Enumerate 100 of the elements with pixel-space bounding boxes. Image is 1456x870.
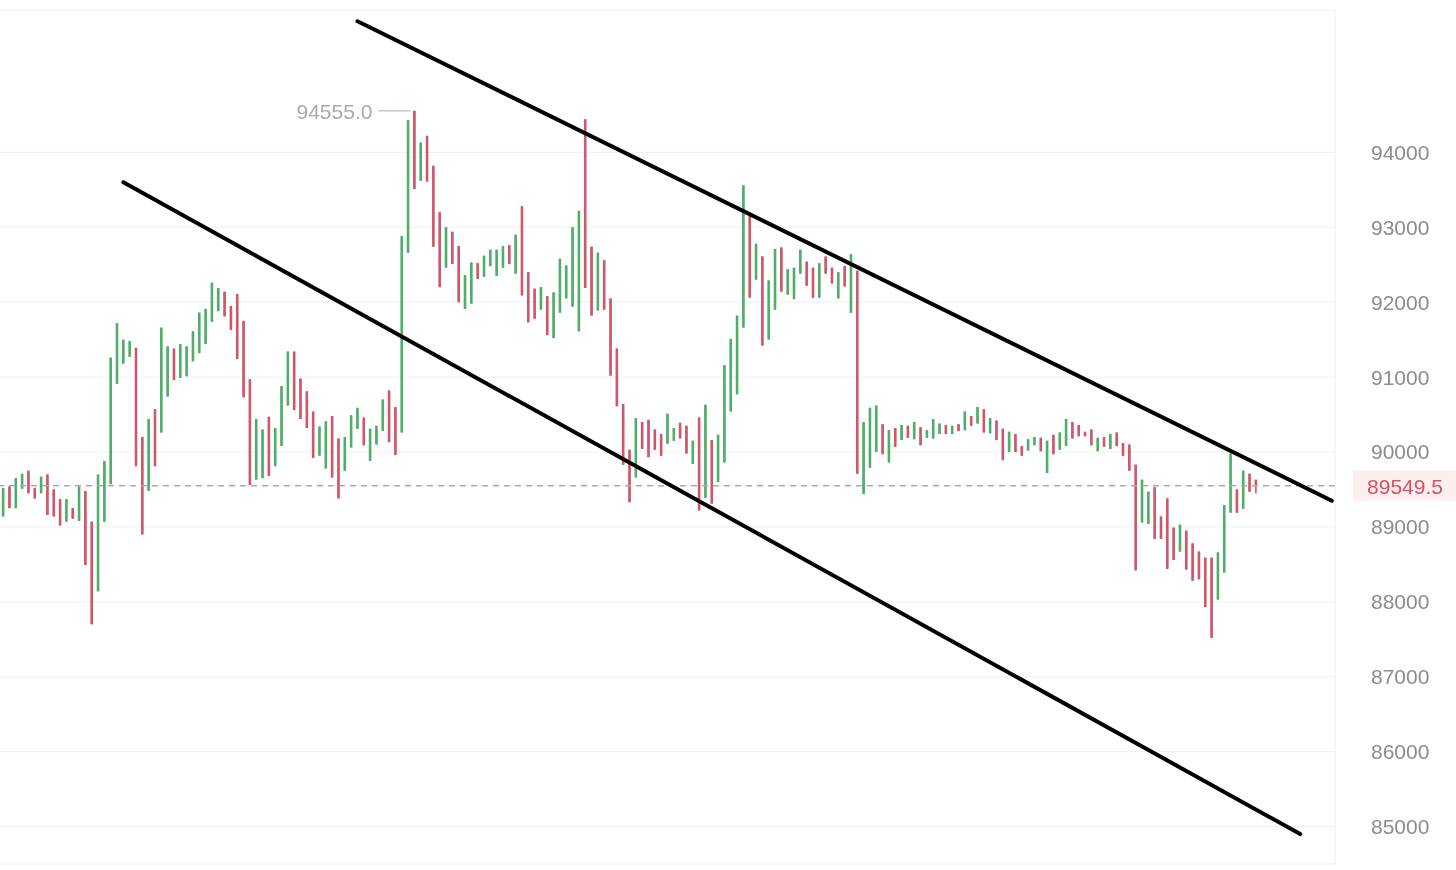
candlestick <box>628 448 631 503</box>
candlestick <box>419 141 423 182</box>
candlestick <box>552 291 555 339</box>
candlestick <box>8 485 11 509</box>
candlestick <box>957 423 960 432</box>
candlestick <box>476 262 479 280</box>
y-tick-label: 88000 <box>1371 590 1430 614</box>
candlestick <box>1090 428 1093 447</box>
candlestick <box>805 260 808 287</box>
candlestick <box>824 255 827 275</box>
candlestick <box>457 245 460 303</box>
candlestick <box>84 490 87 566</box>
candlestick <box>761 255 764 347</box>
candlestick <box>27 469 30 494</box>
candlestick <box>1128 443 1131 472</box>
candlestick <box>65 498 68 523</box>
candlestick <box>647 418 650 459</box>
candlestick <box>590 245 593 317</box>
candlestick <box>147 418 150 492</box>
candlestick <box>280 385 283 447</box>
candlestick <box>438 211 441 288</box>
candlestick <box>1071 421 1074 440</box>
candlestick <box>128 340 131 358</box>
candlestick <box>780 246 783 293</box>
candlestick <box>1109 433 1112 450</box>
candlestick <box>261 428 264 479</box>
candlestick <box>799 248 802 275</box>
candlestick <box>103 460 106 523</box>
candlestick <box>185 345 188 378</box>
candlestick <box>995 419 998 441</box>
candlestick <box>938 422 941 435</box>
candlestick <box>767 279 770 341</box>
candlestick <box>742 184 745 329</box>
candlestick <box>1134 463 1137 572</box>
candlestick <box>375 424 378 446</box>
candlestick <box>337 437 340 500</box>
candlestick <box>1014 433 1017 453</box>
candlestick <box>571 226 574 308</box>
candlestick <box>1172 526 1175 561</box>
candlestick <box>514 233 517 275</box>
candlestick <box>723 364 726 464</box>
y-tick-label: 93000 <box>1371 215 1430 239</box>
candlestick <box>160 326 163 434</box>
candlestick <box>178 343 182 379</box>
candlestick <box>1229 452 1232 514</box>
candlestick <box>413 109 416 190</box>
candlestick <box>223 290 226 318</box>
candlestick <box>900 424 903 441</box>
candlestick <box>141 436 144 536</box>
candlestick <box>432 165 435 248</box>
candlestick <box>919 426 922 447</box>
y-tick-label: 89000 <box>1371 515 1430 539</box>
candlestick <box>1033 436 1036 447</box>
candlestick <box>1166 497 1169 570</box>
candlestick <box>666 412 669 445</box>
candlestick <box>1210 556 1213 639</box>
candlestick <box>533 287 536 320</box>
candlestick <box>818 262 821 299</box>
y-tick-label: 86000 <box>1371 740 1430 764</box>
candlestick <box>862 421 865 495</box>
candlestick <box>837 271 840 300</box>
candlestick <box>843 265 846 288</box>
candlestick <box>90 520 94 626</box>
candlestick <box>1052 433 1055 456</box>
candlestick <box>1184 529 1188 571</box>
y-tick-label: 94000 <box>1371 140 1430 164</box>
candlestick <box>1115 431 1118 447</box>
candlestick <box>489 248 492 267</box>
candlestick <box>204 308 207 345</box>
y-tick-label: 85000 <box>1371 815 1430 838</box>
candlestick <box>451 230 454 265</box>
candlestick <box>786 268 789 296</box>
candlestick <box>685 424 688 455</box>
candlestick <box>495 248 498 277</box>
candlestick <box>976 406 979 425</box>
candlestick <box>242 320 245 399</box>
candlestick <box>394 406 397 456</box>
candlestick <box>109 356 112 485</box>
candlestick <box>356 406 359 430</box>
candlestick <box>470 261 473 305</box>
candlestick <box>748 215 752 299</box>
candlestick <box>1153 486 1156 540</box>
candlestick <box>1248 472 1251 493</box>
candlestick <box>299 377 302 420</box>
ref-line-label: 89549.5 <box>1367 474 1443 498</box>
candlestick <box>122 338 125 365</box>
y-tick-label: 90000 <box>1371 440 1430 464</box>
candlestick <box>166 345 169 398</box>
annotation: 94555.0 <box>296 99 373 123</box>
candlestick <box>1191 542 1194 582</box>
candlestick <box>1147 490 1150 525</box>
candlestick <box>881 423 884 456</box>
candlestick <box>46 473 49 516</box>
candlestick <box>1096 436 1100 453</box>
y-tick-label: 87000 <box>1371 665 1430 689</box>
candlestick <box>704 403 707 499</box>
candlestick <box>893 427 897 448</box>
candlestick <box>507 244 511 265</box>
y-tick-label: 92000 <box>1371 290 1430 314</box>
candlestick <box>609 297 612 377</box>
